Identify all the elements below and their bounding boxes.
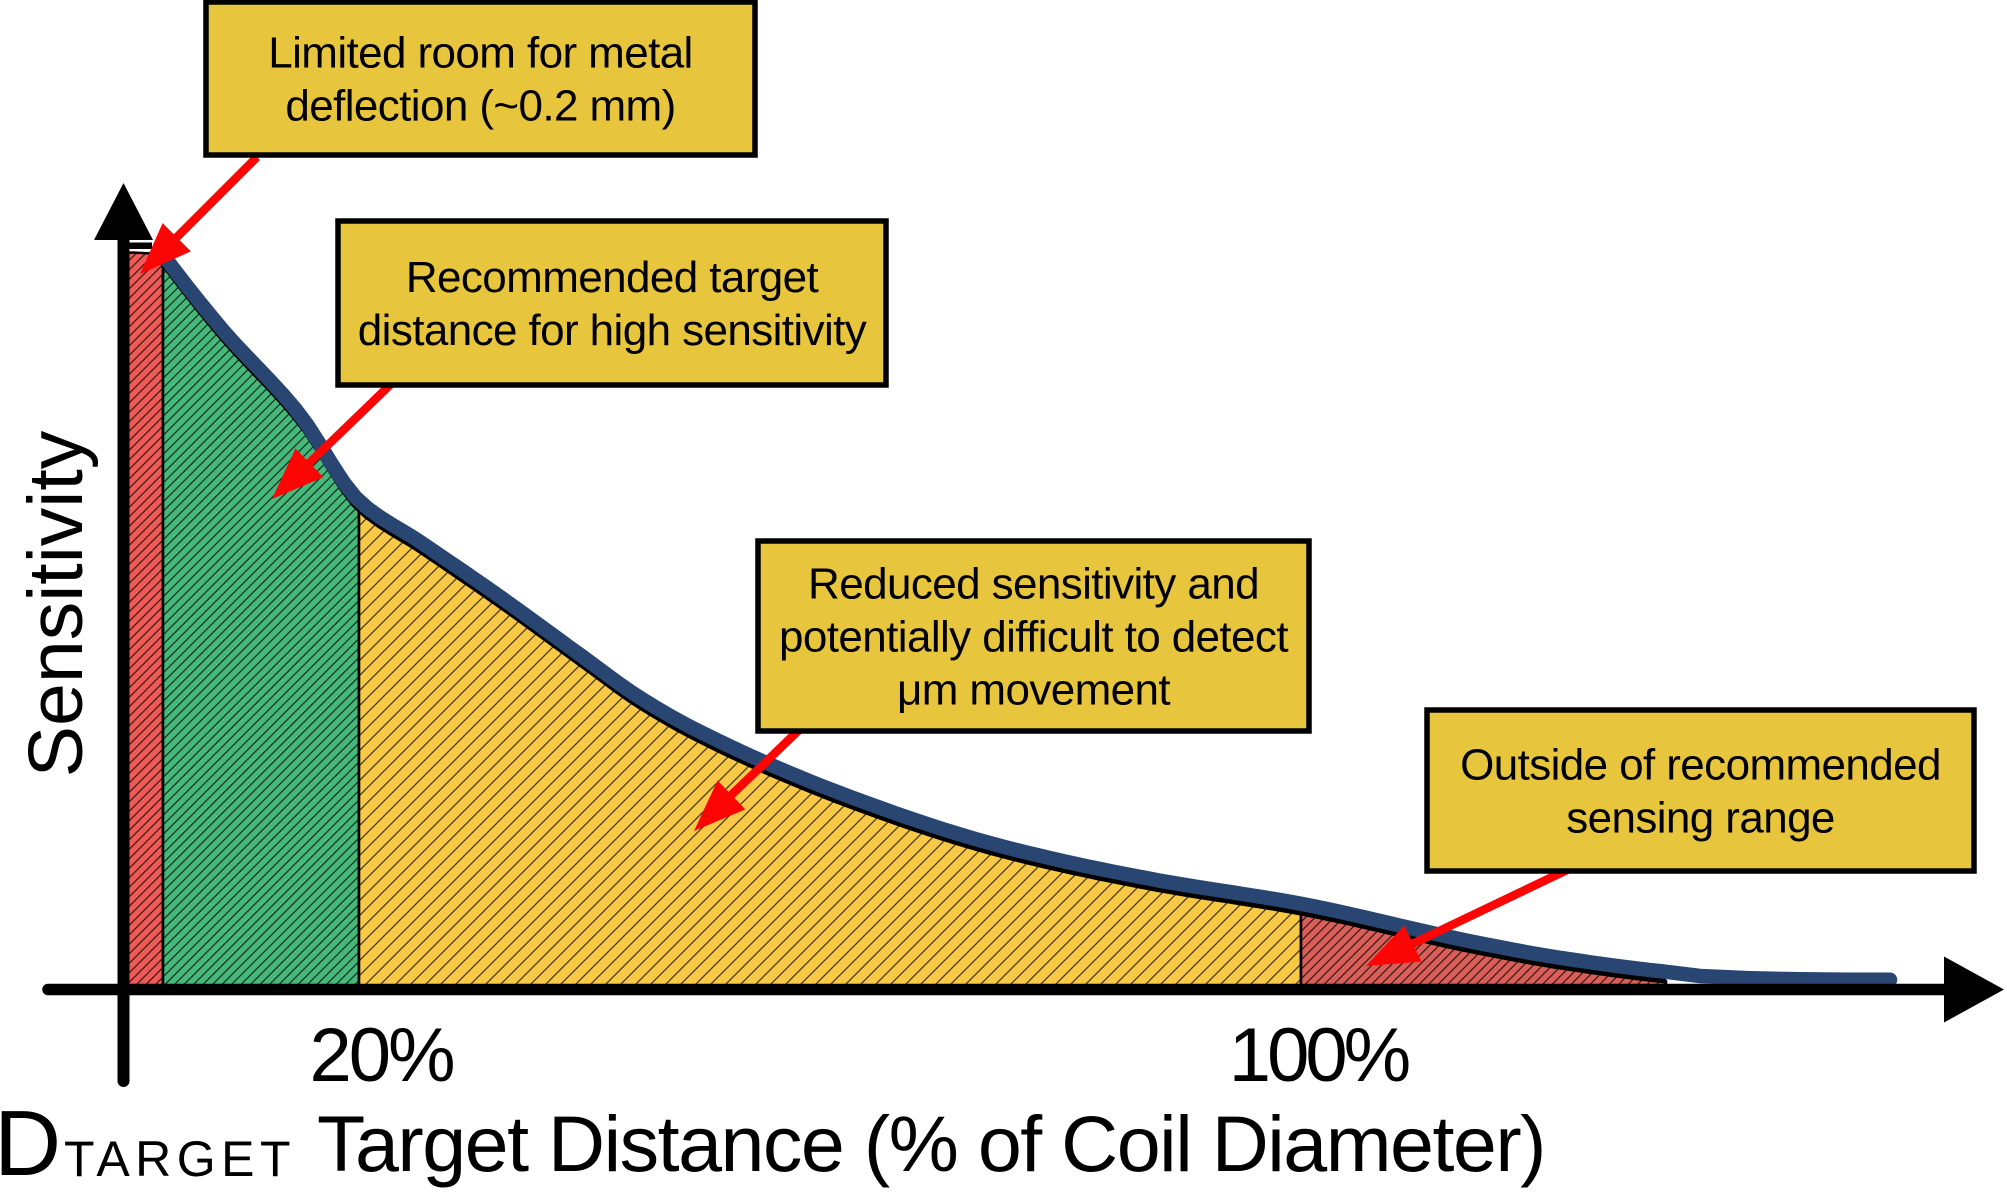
svg-text:Sensitivity: Sensitivity [13,430,99,777]
svg-text:TARGET: TARGET [64,1131,296,1187]
svg-text:100%: 100% [1229,1013,1409,1098]
svg-text:Recommended target: Recommended target [406,253,819,302]
svg-text:Target Distance (% of Coil Dia: Target Distance (% of Coil Diameter) [317,1099,1545,1188]
svg-text:distance for high sensitivity: distance for high sensitivity [358,306,867,355]
svg-text:μm movement: μm movement [897,665,1170,714]
svg-text:deflection (~0.2 mm): deflection (~0.2 mm) [285,81,675,130]
svg-text:Reduced sensitivity and: Reduced sensitivity and [808,559,1259,608]
svg-text:D: D [0,1091,61,1195]
svg-text:sensing range: sensing range [1566,793,1835,842]
svg-text:Limited room for metal: Limited room for metal [268,28,693,77]
svg-text:20%: 20% [309,1013,453,1098]
svg-text:Outside of recommended: Outside of recommended [1460,740,1941,789]
svg-text:potentially difficult to detec: potentially difficult to detect [779,612,1288,661]
